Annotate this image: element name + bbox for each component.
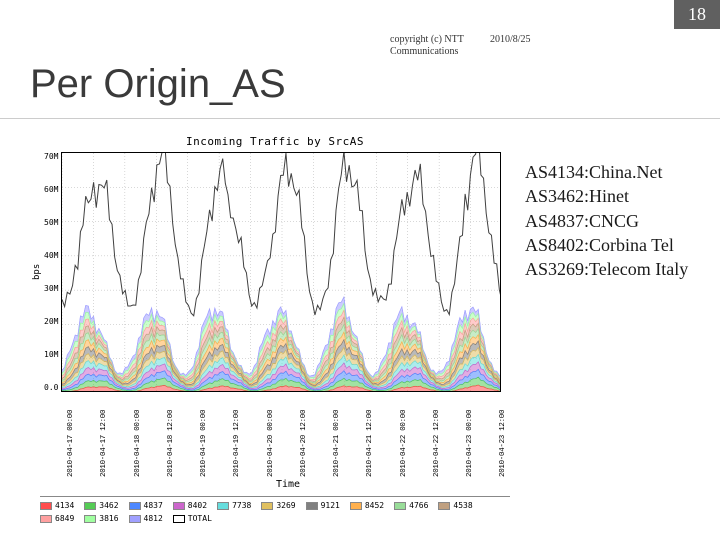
legend-item: 6849 (40, 514, 74, 523)
legend-swatch (350, 502, 362, 510)
annotation-line: AS4134:China.Net (525, 160, 705, 184)
legend-swatch (84, 515, 96, 523)
xtick: 2010-04-21 12:00 (367, 395, 375, 477)
legend-swatch (84, 502, 96, 510)
plot-area (61, 152, 501, 392)
xtick: 2010-04-17 00:00 (68, 395, 76, 477)
legend-item: TOTAL (173, 514, 212, 523)
legend-swatch (40, 502, 52, 510)
legend-label: 4812 (144, 514, 163, 523)
xtick: 2010-04-22 12:00 (434, 395, 442, 477)
xtick: 2010-04-20 12:00 (301, 395, 309, 477)
annotation-line: AS8402:Corbina Tel (525, 233, 705, 257)
legend-swatch (217, 502, 229, 510)
legend-label: TOTAL (188, 514, 212, 523)
annotation-line: AS3462:Hinet (525, 184, 705, 208)
xtick: 2010-04-17 12:00 (101, 395, 109, 477)
xtick: 2010-04-18 12:00 (168, 395, 176, 477)
date-text: 2010/8/25 (490, 34, 531, 46)
legend-item: 3269 (261, 501, 295, 510)
legend-label: 4134 (55, 501, 74, 510)
legend-item: 4134 (40, 501, 74, 510)
page-title: Per Origin_AS (30, 62, 286, 107)
legend-label: 3816 (99, 514, 118, 523)
legend-swatch (261, 502, 273, 510)
xtick: 2010-04-19 12:00 (234, 395, 242, 477)
xtick: 2010-04-18 00:00 (135, 395, 143, 477)
legend-item: 4812 (129, 514, 163, 523)
x-axis-ticks: 2010-04-17 00:00 2010-04-17 12:00 2010-04-… (68, 395, 508, 477)
annotation-line: AS4837:CNCG (525, 209, 705, 233)
legend-item: 4766 (394, 501, 428, 510)
title-divider (0, 118, 720, 119)
x-axis-label: Time (68, 479, 508, 490)
legend-item: 4538 (438, 501, 472, 510)
legend-label: 4538 (453, 501, 472, 510)
traffic-chart: Incoming Traffic by SrcAS bps 70M 60M 50M 4… (30, 135, 520, 523)
ytick: 60M (44, 185, 58, 194)
xtick: 2010-04-23 00:00 (467, 395, 475, 477)
ytick: 20M (44, 317, 58, 326)
ytick: 70M (44, 152, 58, 161)
xtick: 2010-04-19 00:00 (201, 395, 209, 477)
y-axis-label: bps (30, 152, 44, 392)
ytick: 40M (44, 251, 58, 260)
legend-swatch (306, 502, 318, 510)
xtick: 2010-04-22 00:00 (401, 395, 409, 477)
legend-label: 3269 (276, 501, 295, 510)
y-axis-ticks: 70M 60M 50M 40M 30M 20M 10M 0.0 (44, 152, 61, 392)
annotation-line: AS3269:Telecom Italy (525, 257, 705, 281)
chart-title: Incoming Traffic by SrcAS (30, 135, 520, 148)
copyright-text: copyright (c) NTT Communications (390, 34, 464, 58)
legend-label: 4837 (144, 501, 163, 510)
legend-swatch (438, 502, 450, 510)
legend-swatch (173, 515, 185, 523)
legend-item: 9121 (306, 501, 340, 510)
legend-label: 8452 (365, 501, 384, 510)
ytick: 50M (44, 218, 58, 227)
legend-label: 4766 (409, 501, 428, 510)
xtick: 2010-04-23 12:00 (500, 395, 508, 477)
legend-label: 3462 (99, 501, 118, 510)
ytick: 10M (44, 350, 58, 359)
legend-item: 4837 (129, 501, 163, 510)
page-number: 18 (674, 0, 720, 29)
chart-legend: 4134 3462 4837 8402 7738 3269 9121 8452 4766 4538… (40, 496, 510, 523)
legend-item: 3462 (84, 501, 118, 510)
legend-label: 8402 (188, 501, 207, 510)
legend-item: 8452 (350, 501, 384, 510)
legend-item: 8402 (173, 501, 207, 510)
legend-swatch (129, 502, 141, 510)
ytick: 30M (44, 284, 58, 293)
ytick: 0.0 (44, 383, 58, 392)
legend-swatch (394, 502, 406, 510)
legend-swatch (40, 515, 52, 523)
xtick: 2010-04-20 00:00 (268, 395, 276, 477)
legend-label: 6849 (55, 514, 74, 523)
legend-swatch (129, 515, 141, 523)
legend-label: 9121 (321, 501, 340, 510)
header-meta: copyright (c) NTT Communications 2010/8/… (390, 34, 464, 58)
legend-item: 7738 (217, 501, 251, 510)
xtick: 2010-04-21 00:00 (334, 395, 342, 477)
as-annotations: AS4134:China.NetAS3462:HinetAS4837:CNCGA… (525, 160, 705, 281)
legend-item: 3816 (84, 514, 118, 523)
legend-swatch (173, 502, 185, 510)
legend-label: 7738 (232, 501, 251, 510)
